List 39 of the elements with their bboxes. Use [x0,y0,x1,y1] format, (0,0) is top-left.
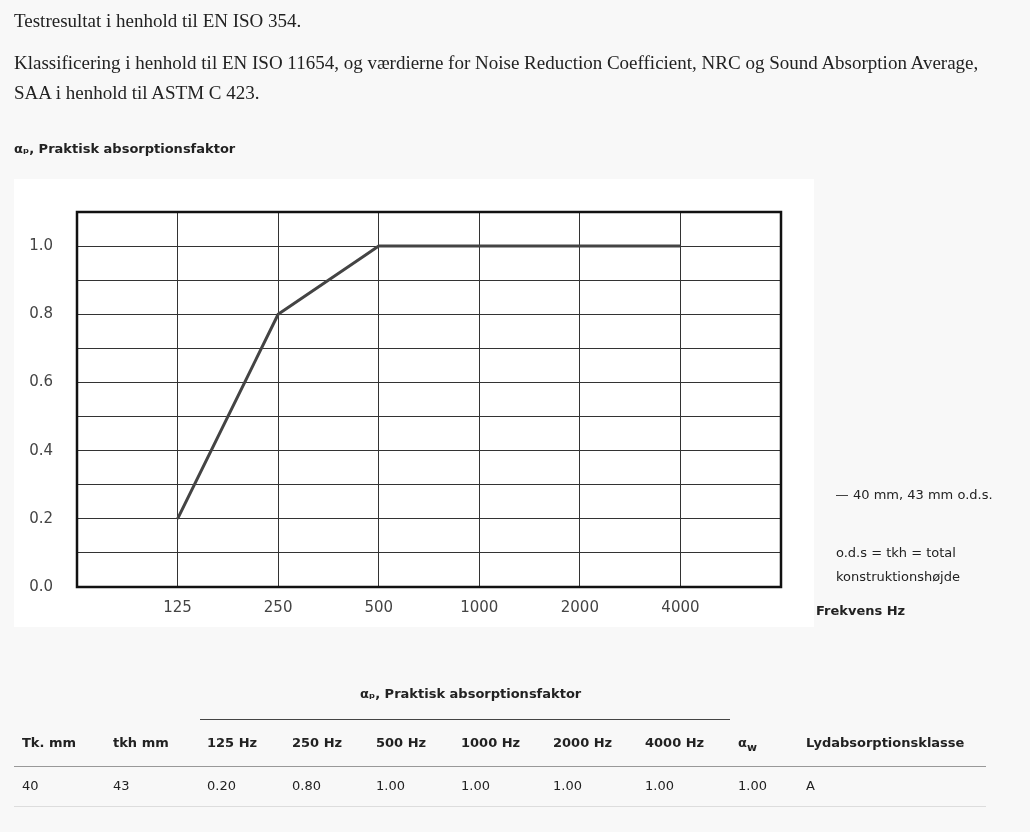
text: 43 [113,778,130,793]
y-axis-title: αₚ, Praktisk absorptionsfaktor [14,141,236,156]
y-tick-label: 0.8 [29,304,53,323]
chart-title: Testresultat i henhold til EN ISO 354. [14,9,302,33]
text: 1.00 [553,778,582,793]
x-tick-label: 500 [364,597,394,616]
x-tick-label: 125 [163,597,192,616]
text: tkh mm [113,735,169,750]
x-tick-label: 250 [263,597,293,616]
text: 0.20 [207,778,236,793]
y-tick-label: 0.2 [29,508,53,527]
text: 1.00 [645,778,674,793]
text: Lydabsorptionsklasse [806,735,965,750]
text: 1.00 [376,778,405,793]
y-tick-label: 0.4 [29,440,53,459]
x-tick-label: 4000 [661,597,700,616]
text: 1.00 [461,778,490,793]
x-tick-label: 2000 [560,597,599,616]
text: α$_{w}$ [738,735,757,754]
y-tick-label: 0.0 [29,576,53,595]
text: 1.00 [738,778,767,793]
y-tick-label: 1.0 [29,235,53,254]
text: 1000 Hz [461,735,521,750]
text: Tk. mm [22,735,77,750]
x-tick-label: 1000 [460,597,499,616]
y-tick-label: 0.6 [29,372,53,391]
text: 125 Hz [207,735,258,750]
text: 0.80 [292,778,321,793]
text: 250 Hz [292,735,343,750]
x-axis-title: Frekvens Hz [816,603,906,618]
text: αₚ, Praktisk absorptionsfaktor [360,686,582,701]
chart-subtitle: Klassificering i henhold til EN ISO 11654, og værdierne for Noise Reduction Coefficient, NRC og Sound Absorption Average, SAA i henhold til ASTM C 423. [14,51,980,105]
text: o.d.s = tkh = total konstruktionshøjde [836,544,961,586]
legend-label: 40 mm, 43 mm o.d.s. [852,486,994,504]
text: 40 [22,778,39,793]
text: 4000 Hz [645,735,705,750]
text: A [806,778,815,793]
text: 500 Hz [376,735,427,750]
text: 2000 Hz [553,735,613,750]
